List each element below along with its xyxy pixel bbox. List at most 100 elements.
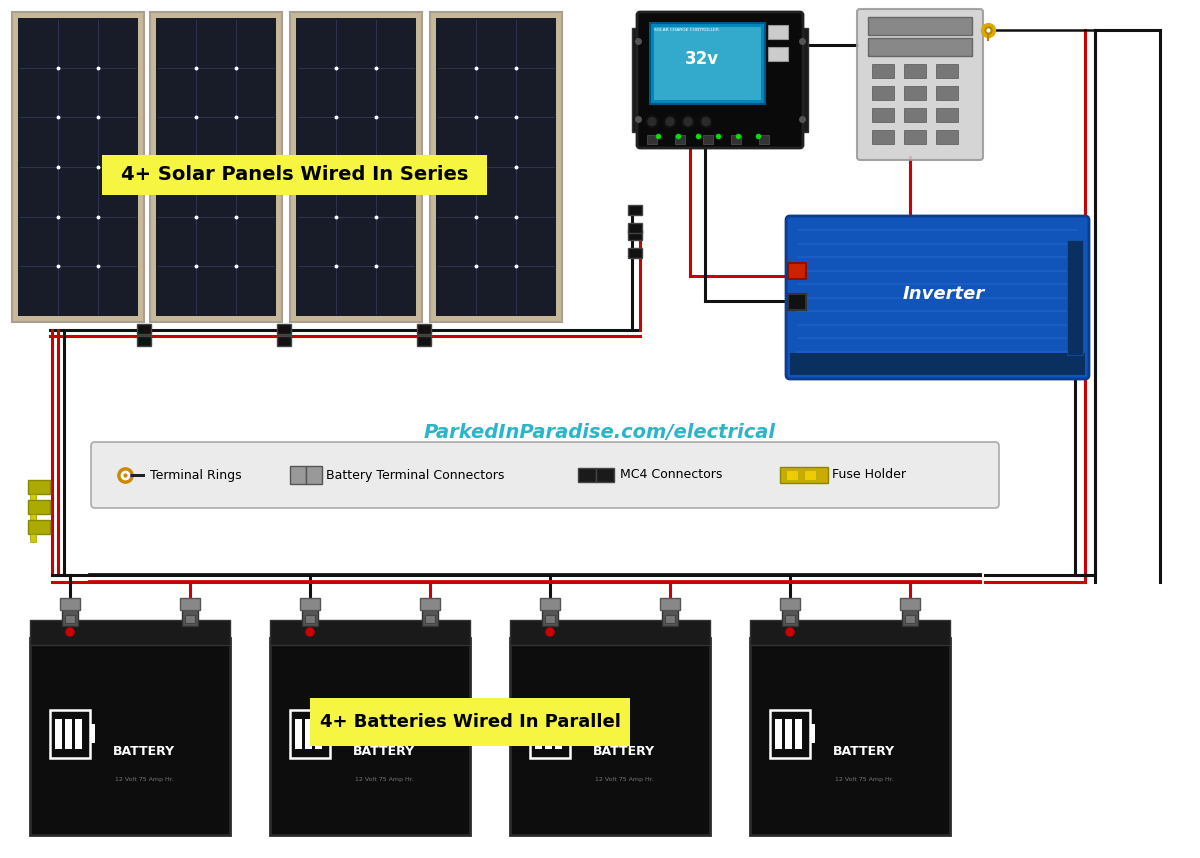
Bar [137,324,151,334]
Circle shape [66,628,74,636]
Bar [936,130,958,144]
Bar [788,294,806,311]
Bar [28,520,50,534]
Bar [305,719,312,749]
Bar [750,620,950,645]
Bar [270,638,470,835]
Bar [137,336,151,346]
Bar [540,598,560,610]
Bar [270,620,470,645]
Bar [295,719,302,749]
Bar [665,615,674,623]
Bar [30,638,230,835]
Bar [130,474,145,476]
Bar [18,18,138,316]
Bar [30,494,36,502]
Text: 12 Volt 75 Amp Hr.: 12 Volt 75 Amp Hr. [355,776,413,782]
Bar [156,18,276,316]
Bar [794,719,802,749]
Bar [28,480,50,494]
Text: Fuse Holder: Fuse Holder [832,468,906,481]
Bar [60,598,80,610]
Circle shape [306,628,314,636]
Text: 12 Volt 75 Amp Hr.: 12 Volt 75 Amp Hr. [115,776,173,782]
Bar [703,135,713,144]
Bar [632,28,644,132]
Bar [535,719,542,749]
Bar [810,724,815,743]
Text: Inverter: Inverter [902,286,984,304]
FancyBboxPatch shape [786,216,1090,379]
Bar [74,719,82,749]
Bar [872,86,894,100]
Bar [422,608,438,626]
Bar [788,263,806,280]
Bar [780,598,800,610]
Bar [905,615,916,623]
Bar [542,608,558,626]
Bar [570,724,575,743]
Text: 12 Volt 75 Amp Hr.: 12 Volt 75 Amp Hr. [595,776,653,782]
Bar [578,468,596,482]
Bar [90,724,95,743]
FancyBboxPatch shape [91,442,998,508]
Bar [296,18,416,316]
Bar [936,64,958,78]
Bar [314,719,322,749]
Bar [65,719,72,749]
Bar [554,719,562,749]
Text: 12 Volt 75 Amp Hr.: 12 Volt 75 Amp Hr. [835,776,893,782]
Bar [628,205,642,215]
Bar [55,719,62,749]
Bar [430,12,562,322]
Bar [277,324,292,334]
Bar [305,615,314,623]
Bar [628,248,642,258]
Bar [785,719,792,749]
Bar [804,470,816,480]
Bar [868,17,972,35]
Bar [872,64,894,78]
Bar [794,224,1090,379]
Circle shape [646,116,658,128]
Bar [65,615,74,623]
Bar [150,12,282,322]
Bar [628,230,642,240]
Bar [180,598,200,610]
Text: BATTERY: BATTERY [353,745,415,758]
Bar [650,23,766,104]
Bar [300,598,320,610]
Bar [418,324,431,334]
Bar [30,534,36,542]
Bar [628,223,642,233]
Text: 32v: 32v [685,51,719,69]
Bar [185,615,194,623]
Bar [290,466,306,484]
Circle shape [682,116,694,128]
FancyBboxPatch shape [857,9,983,160]
Bar [530,710,570,758]
Bar [660,598,680,610]
Bar [545,615,554,623]
Text: Battery Terminal Connectors: Battery Terminal Connectors [326,468,504,481]
Bar [425,615,436,623]
FancyBboxPatch shape [637,12,803,148]
Circle shape [684,118,692,125]
Text: BATTERY: BATTERY [593,745,655,758]
Bar [662,608,678,626]
Bar [750,638,950,835]
Bar [936,86,958,100]
Bar [872,130,894,144]
Bar [731,135,742,144]
Bar [510,620,710,645]
Text: 4+ Batteries Wired In Parallel: 4+ Batteries Wired In Parallel [319,713,620,731]
Circle shape [786,628,794,636]
Bar [768,47,788,61]
Bar [30,514,36,522]
Bar [12,12,144,322]
Bar [770,710,810,758]
Circle shape [546,628,554,636]
Bar [775,719,782,749]
Circle shape [648,118,656,125]
Bar [654,27,761,100]
